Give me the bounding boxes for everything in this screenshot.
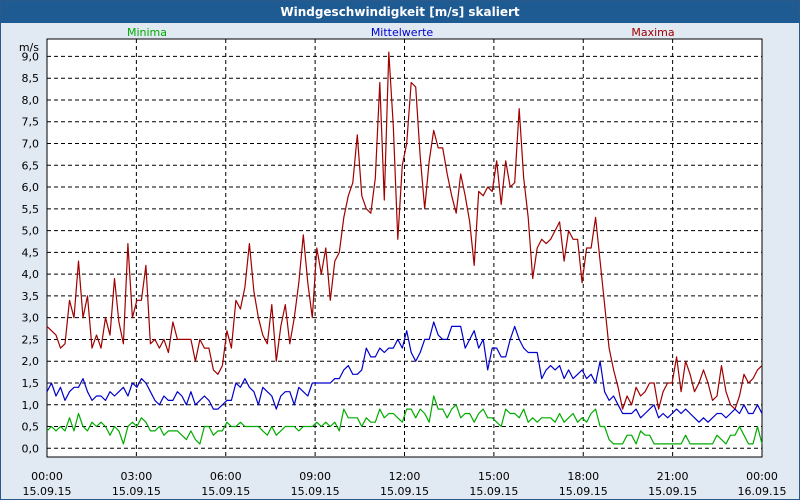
x-tick-date-label: 15.09.15: [201, 485, 250, 498]
y-tick-label: 5,5: [22, 203, 40, 216]
legend-item-maxima: Maxima: [631, 26, 674, 39]
y-tick-label: 4,0: [22, 268, 40, 281]
y-tick-label: 1,0: [22, 399, 40, 412]
x-tick-date-label: 16.09.15: [738, 485, 787, 498]
y-tick-label: 2,0: [22, 355, 40, 368]
x-tick-time-label: 03:00: [121, 470, 153, 483]
y-tick-label: 8,0: [22, 94, 40, 107]
y-tick-label: 7,0: [22, 138, 40, 151]
x-tick-date-label: 15.09.15: [469, 485, 518, 498]
y-tick-label: 7,5: [22, 116, 40, 129]
y-tick-label: 3,5: [22, 290, 40, 303]
y-tick-label: 3,0: [22, 312, 40, 325]
y-tick-label: 1,5: [22, 377, 40, 390]
y-tick-label: 6,0: [22, 181, 40, 194]
x-tick-date-label: 15.09.15: [291, 485, 340, 498]
x-tick-time-label: 09:00: [299, 470, 331, 483]
x-tick-date-label: 15.09.15: [380, 485, 429, 498]
series-line-minima: [46, 395, 763, 445]
x-tick-time-label: 15:00: [478, 470, 510, 483]
x-tick-date-label: 15.09.15: [559, 485, 608, 498]
x-tick-date-label: 15.09.15: [112, 485, 161, 498]
x-tick-date-label: 15.09.15: [23, 485, 72, 498]
x-tick-time-label: 00:00: [746, 470, 778, 483]
y-tick-label: 2,5: [22, 333, 40, 346]
series-line-mittelwerte: [46, 321, 763, 423]
y-axis-label: m/s: [19, 41, 39, 54]
y-tick-label: 4,5: [22, 246, 40, 259]
y-tick-label: 0,5: [22, 421, 40, 434]
legend-item-mittelwerte: Mittelwerte: [371, 26, 434, 39]
x-tick-time-label: 06:00: [210, 470, 242, 483]
y-tick-label: 6,5: [22, 159, 40, 172]
x-tick-time-label: 18:00: [567, 470, 599, 483]
y-tick-label: 5,0: [22, 225, 40, 238]
series-line-maxima: [46, 51, 763, 410]
y-tick-label: 0,0: [22, 442, 40, 455]
x-tick-time-label: 12:00: [389, 470, 421, 483]
legend-item-minima: Minima: [127, 26, 167, 39]
chart-title: Windgeschwindigkeit [m/s] skaliert: [1, 1, 799, 23]
plot-area: [46, 38, 763, 458]
y-tick-label: 8,5: [22, 72, 40, 85]
x-tick-date-label: 15.09.15: [648, 485, 697, 498]
y-tick-label: 9,0: [22, 50, 40, 63]
x-tick-time-label: 21:00: [657, 470, 689, 483]
x-tick-time-label: 00:00: [31, 470, 63, 483]
